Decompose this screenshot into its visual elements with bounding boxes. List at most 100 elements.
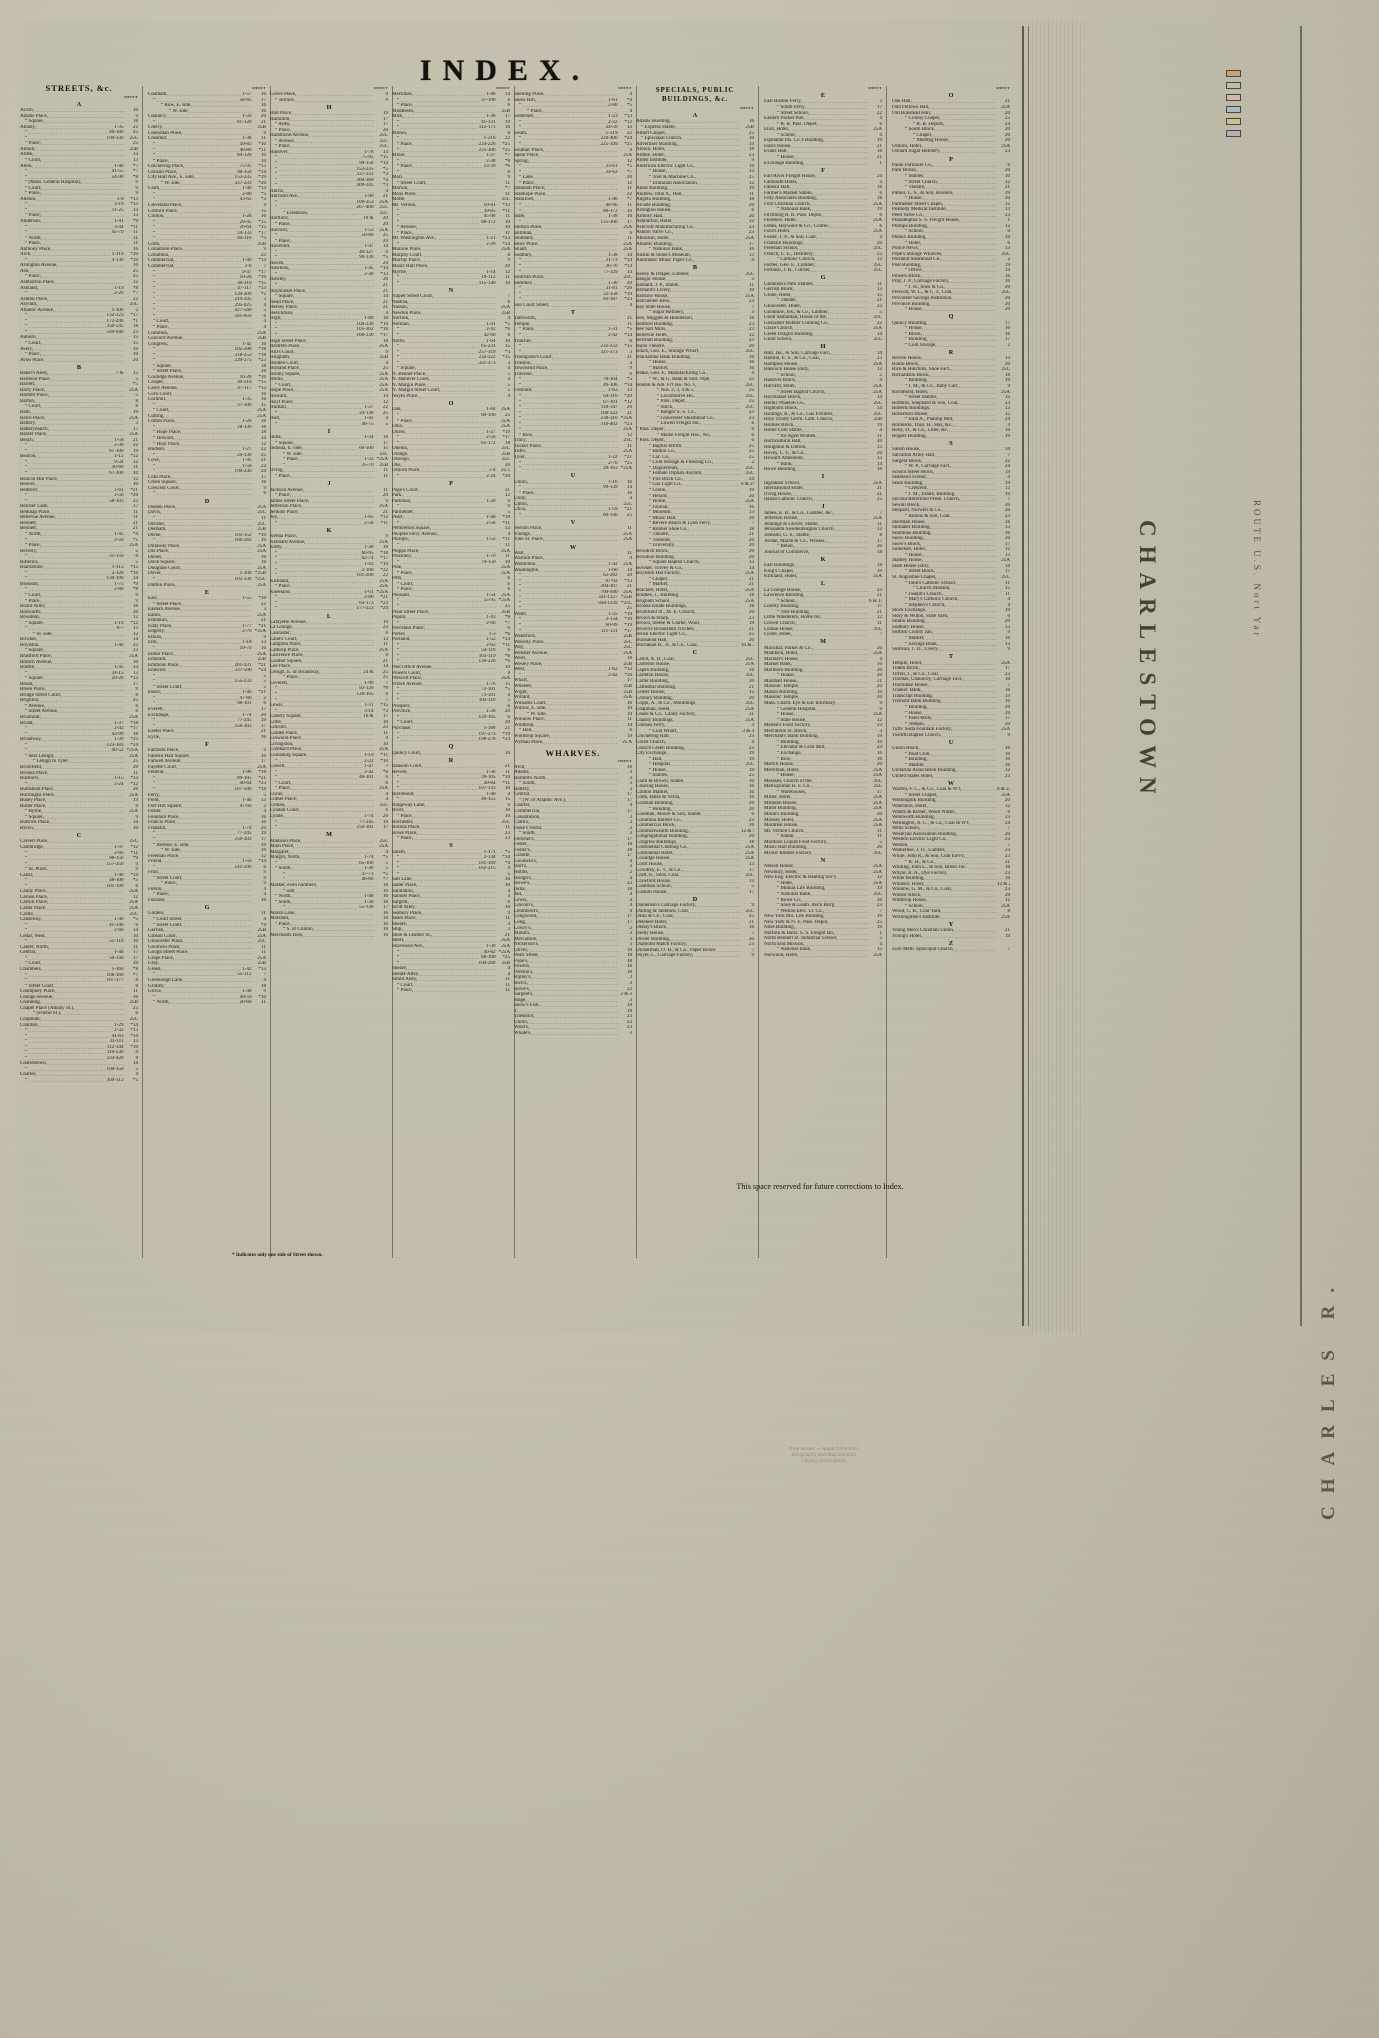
entry-name: “ Place, [25,213,41,219]
entry-sheet: 4 [263,809,266,815]
entry-sheet: 25A [1001,389,1010,395]
entry-sheet: 6 [385,808,388,814]
page-title: INDEX. [419,54,591,87]
entry-range: 48-75 [361,421,374,427]
index-entry: “.......................................… [20,743,138,749]
index-entry: Robertson House,........................… [892,412,1010,418]
entry-sheet: 20 [382,277,388,283]
index-entry: “.......................................… [148,787,266,793]
index-entry: Chapman,................................… [20,1017,138,1023]
index-entry: High,...................................… [270,316,388,322]
entry-range: 1-52 [486,637,496,643]
entry-sheet: 12 [626,432,632,438]
entry-sheet: 16 [260,897,266,903]
leader-dots: ........................................… [156,781,238,787]
entry-name: Francis Place, [148,820,177,826]
entry-range: 1-42 [608,562,618,567]
entry-sheet: 16 [626,214,632,220]
leader-dots: ........................................… [676,823,740,828]
leader-dots: ........................................… [953,296,996,301]
entry-sheet: 22 [260,252,266,258]
index-entry: “ Revere Beach & Lynn Ferry,............… [636,521,754,527]
leader-dots: ........................................… [414,581,496,587]
entry-range: 19-112 [481,275,496,281]
entry-name: “ Avenue, [25,703,45,709]
leader-dots: ........................................… [522,202,604,208]
entry-name: Liberty Square, [270,714,302,720]
index-entry: Powers Block,...........................… [892,274,1010,280]
index-entry: Bowdoin Building,.......................… [636,555,754,561]
entry-sheet: 10 [504,814,510,819]
entry-sheet: 3 [629,864,632,870]
entry-name: Clinton Market, [636,789,669,795]
entry-sheet: 16 [626,479,632,485]
entry-sheet: 4 [629,875,632,881]
entry-sheet: *14 [380,266,388,272]
leader-dots: ........................................… [669,587,740,593]
leader-dots: ........................................… [792,756,868,762]
leader-dots: ........................................… [826,745,868,751]
entry-name: Clearing House, [636,784,670,790]
entry-range: 90-158 [237,169,252,175]
leader-dots: ........................................… [278,686,358,692]
entry-range: 1-39 [486,943,496,949]
leader-dots: ........................................… [156,516,252,521]
index-entry: Market Bank,............................… [764,662,882,668]
entry-name: Oak Hall, [892,99,912,105]
entry-sheet: 7 [751,947,754,953]
entry-range: 43-62 [239,197,252,203]
entry-name: Jail, [514,892,523,898]
entry-sheet: 21 [260,119,266,125]
index-entry: Quincy Court,...........................… [392,751,510,757]
leader-dots: ........................................… [793,337,868,342]
entry-name: “ Street Court, [25,983,55,989]
index-entry: “ (Mass. General Hospital),.............… [20,180,138,186]
leader-dots: ........................................… [522,460,608,466]
entry-sheet: *5 [626,164,632,170]
entry-name: Ford's Hotel, [764,229,791,235]
entry-sheet: 11 [627,717,632,723]
index-entry: “ Market,...............................… [636,366,754,372]
index-entry: “.......................................… [392,604,510,610]
leader-dots: ........................................… [929,411,996,417]
entry-sheet: 10 [132,470,138,476]
leader-dots: ........................................… [829,919,868,925]
index-entry: “ School,...............................… [764,133,882,139]
leader-dots: ........................................… [535,1014,618,1019]
leader-dots: ........................................… [301,855,364,860]
leader-dots: ........................................… [173,623,241,629]
entry-sheet: 4 [385,849,388,855]
index-entry: “.......................................… [20,978,138,984]
index-entry: T,......................................… [514,1009,632,1015]
entry-sheet: 25A [873,326,882,332]
index-entry: “.......................................… [392,159,510,165]
index-entry: Harris,.................................… [270,189,388,195]
entry-sheet: *6 [504,653,510,659]
leader-dots: ........................................… [942,257,996,262]
index-entry: Grove Place,............................… [270,92,388,98]
entry-name: Bromfield St., M. E. Church, [636,610,696,615]
leader-dots: ........................................… [526,656,618,661]
entry-sheet: 3 [263,297,266,303]
entry-sheet: 13 [748,878,754,884]
leader-dots: ........................................… [522,584,599,589]
index-entry: Hanover Block,..........................… [764,378,882,384]
entry-name: Herdic Phaeton Co., [764,400,806,406]
leader-dots: ........................................… [950,138,996,143]
index-entry: Court House,............................… [636,862,754,868]
leader-dots: ........................................… [423,910,496,916]
entry-name: Williams Court, [514,700,547,706]
entry-name: “ [153,718,156,724]
leader-dots: ........................................… [797,467,868,472]
entry-sheet: 23 [1004,400,1010,406]
entry-name: “ Street Court, [153,922,183,928]
entry-name: “ Locomotive Ho., [657,393,696,399]
index-entry: “ Square,...............................… [392,366,510,372]
index-entry: Alden,..................................… [20,152,138,158]
entry-range: 72-101 [481,687,496,693]
leader-dots: ........................................… [302,838,374,844]
entry-name: Phenix Building, [892,235,927,240]
leader-dots: ........................................… [278,708,364,714]
leader-dots: ........................................… [184,336,252,341]
entry-sheet: 9 [507,504,510,510]
